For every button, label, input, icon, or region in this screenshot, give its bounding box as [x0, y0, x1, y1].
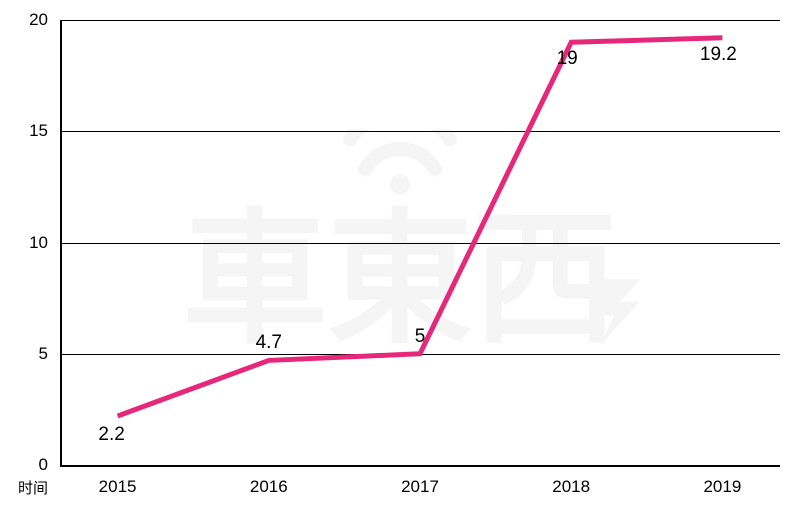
y-tick-label: 0 [39, 455, 48, 475]
plot-area: 0510152020152016201720182019时间2.24.75191… [60, 20, 780, 465]
line-chart: 車東西 0510152020152016201720182019时间2.24.7… [0, 0, 800, 523]
x-axis-title: 时间 [18, 477, 48, 498]
y-tick-label: 10 [29, 233, 48, 253]
x-axis-line [60, 465, 780, 467]
data-label: 19 [557, 48, 578, 70]
x-tick-label: 2018 [552, 477, 590, 497]
data-label: 19.2 [700, 44, 737, 66]
line-series [60, 20, 780, 465]
y-tick-label: 5 [39, 344, 48, 364]
y-tick-label: 15 [29, 121, 48, 141]
x-tick-label: 2015 [99, 477, 137, 497]
y-tick-label: 20 [29, 10, 48, 30]
x-tick-label: 2016 [250, 477, 288, 497]
x-tick-label: 2019 [703, 477, 741, 497]
x-tick-label: 2017 [401, 477, 439, 497]
data-label: 4.7 [256, 332, 282, 354]
data-label: 2.2 [98, 424, 124, 446]
data-label: 5 [415, 326, 426, 348]
